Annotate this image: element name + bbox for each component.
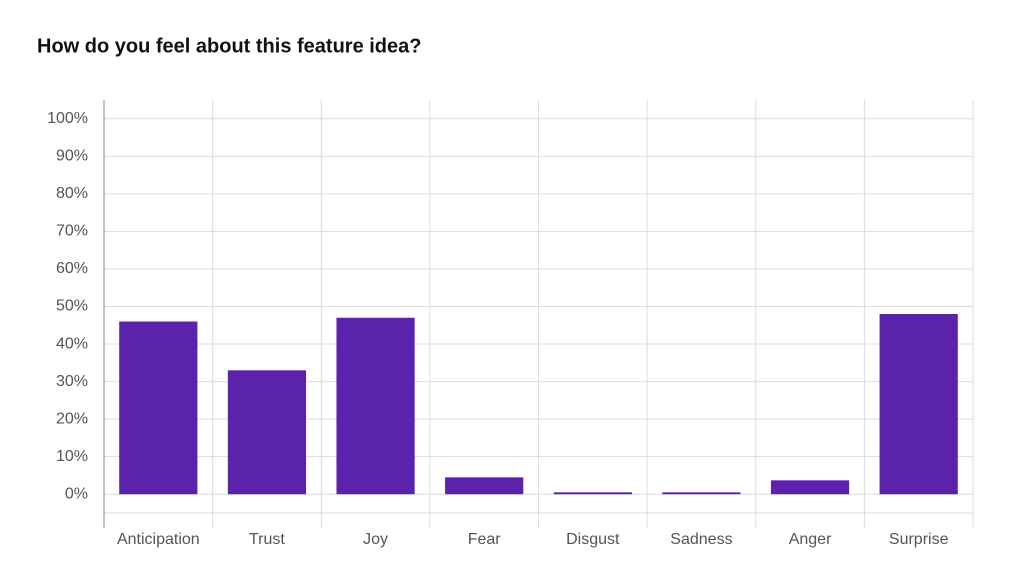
x-tick-label: Anger [789, 531, 832, 548]
x-tick-label: Fear [468, 531, 502, 548]
y-tick-label: 60% [56, 260, 88, 277]
y-tick-label: 20% [56, 410, 88, 427]
x-tick-label: Surprise [889, 531, 949, 548]
y-tick-label: 70% [56, 223, 88, 240]
y-tick-label: 90% [56, 148, 88, 165]
x-tick-label: Joy [363, 531, 388, 548]
x-tick-label: Disgust [566, 531, 620, 548]
y-tick-label: 30% [56, 373, 88, 390]
x-tick-label: Trust [249, 531, 285, 548]
y-tick-label: 0% [65, 485, 88, 502]
bar [662, 492, 741, 495]
x-tick-label: Anticipation [117, 531, 200, 548]
y-tick-label: 80% [56, 185, 88, 202]
chart-title: How do you feel about this feature idea? [37, 35, 421, 57]
x-tick-label: Sadness [670, 531, 732, 548]
y-tick-label: 100% [47, 110, 88, 127]
bar [227, 370, 307, 495]
bar [553, 492, 632, 495]
y-tick-label: 50% [56, 298, 88, 315]
y-tick-label: 10% [56, 448, 88, 465]
bar [336, 317, 415, 495]
bar [770, 480, 850, 495]
bar [119, 321, 198, 495]
bar [879, 314, 958, 495]
y-tick-label: 40% [56, 335, 88, 352]
bar [445, 477, 524, 495]
